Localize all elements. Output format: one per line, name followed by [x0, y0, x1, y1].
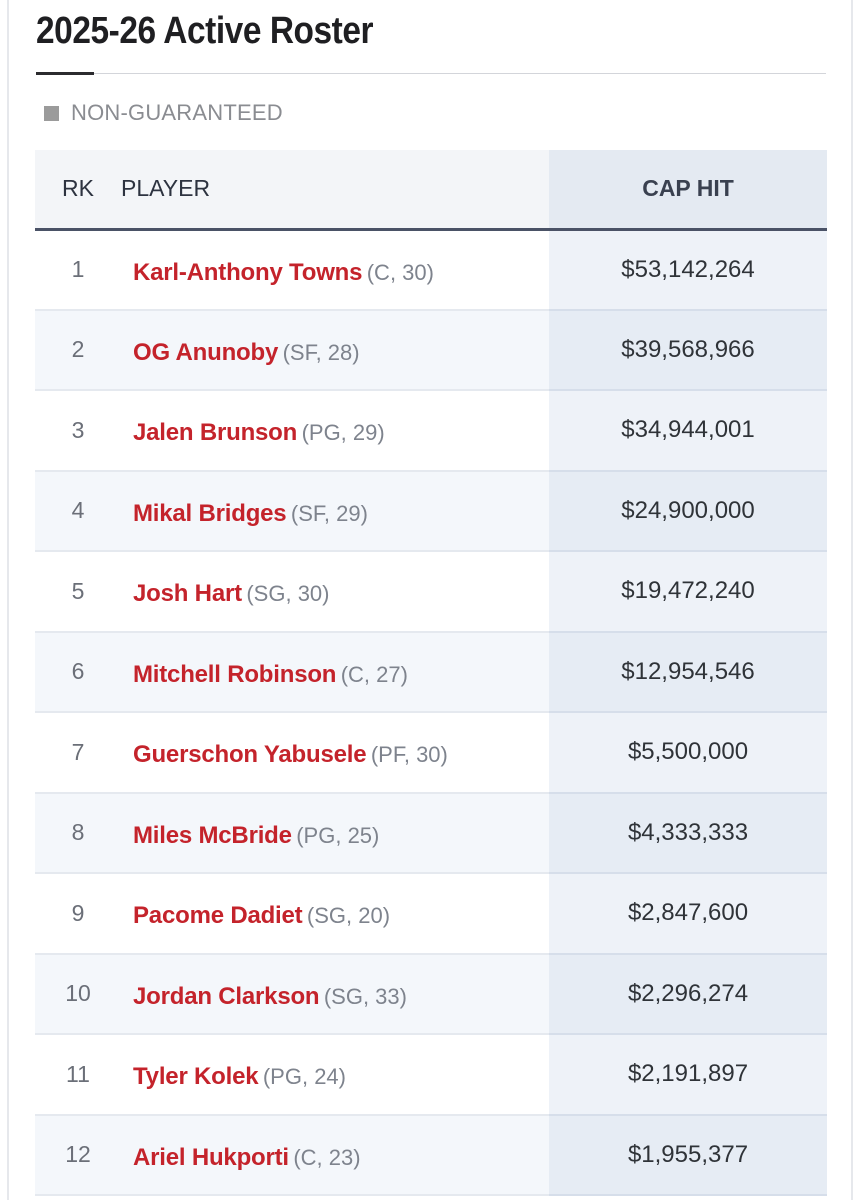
- rank-cell: 8: [35, 792, 121, 874]
- player-cell: Mikal Bridges (SF, 29): [121, 470, 549, 552]
- roster-table: RK PLAYER CAP HIT 1 Karl-Anthony Towns (C…: [35, 150, 827, 1196]
- cap-hit-cell: $12,954,546: [549, 631, 827, 713]
- player-position-age: (C, 30): [366, 259, 434, 285]
- title-accent-bar: [36, 72, 94, 75]
- table-row: 2 OG Anunoby (SF, 28) $39,568,966: [35, 309, 827, 391]
- cap-hit-cell: $34,944,001: [549, 390, 827, 472]
- table-row: 12 Ariel Hukporti (C, 23) $1,955,377: [35, 1114, 827, 1196]
- player-position-age: (SF, 29): [290, 500, 368, 526]
- rank-cell: 2: [35, 309, 121, 391]
- player-cell: Ariel Hukporti (C, 23): [121, 1114, 549, 1196]
- player-position-age: (SF, 28): [282, 339, 360, 365]
- player-cell: Miles McBride (PG, 25): [121, 792, 549, 874]
- player-cell: OG Anunoby (SF, 28): [121, 309, 549, 391]
- player-cell: Jalen Brunson (PG, 29): [121, 390, 549, 472]
- rank-cell: 5: [35, 551, 121, 633]
- cap-hit-cell: $5,500,000: [549, 712, 827, 794]
- cap-hit-cell: $2,847,600: [549, 873, 827, 955]
- player-position-age: (SG, 33): [323, 983, 407, 1009]
- table-row: 11 Tyler Kolek (PG, 24) $2,191,897: [35, 1034, 827, 1116]
- non-guaranteed-swatch-icon: [44, 105, 59, 121]
- legend-label: NON-GUARANTEED: [71, 100, 283, 125]
- rank-cell: 3: [35, 390, 121, 472]
- player-cell: Pacome Dadiet (SG, 20): [121, 873, 549, 955]
- cap-hit-cell: $2,191,897: [549, 1034, 827, 1116]
- rank-cell: 12: [35, 1114, 121, 1196]
- rank-cell: 10: [35, 953, 121, 1035]
- cap-hit-column-header[interactable]: CAP HIT: [549, 150, 827, 231]
- table-row: 4 Mikal Bridges (SF, 29) $24,900,000: [35, 470, 827, 552]
- table-row: 8 Miles McBride (PG, 25) $4,333,333: [35, 792, 827, 874]
- player-cell: Karl-Anthony Towns (C, 30): [121, 229, 549, 311]
- player-position-age: (C, 27): [340, 661, 408, 687]
- title-divider: [36, 73, 826, 74]
- player-name-link[interactable]: Jordan Clarkson: [133, 982, 320, 1010]
- table-row: 3 Jalen Brunson (PG, 29) $34,944,001: [35, 390, 827, 472]
- player-position-age: (C, 23): [293, 1144, 361, 1170]
- rank-cell: 1: [35, 229, 121, 311]
- table-row: 6 Mitchell Robinson (C, 27) $12,954,546: [35, 631, 827, 713]
- cap-hit-cell: $4,333,333: [549, 792, 827, 874]
- table-row: 7 Guerschon Yabusele (PF, 30) $5,500,000: [35, 712, 827, 794]
- rank-column-header[interactable]: RK: [35, 150, 121, 231]
- legend: NON-GUARANTEED: [44, 100, 283, 126]
- left-border: [7, 0, 9, 1200]
- player-cell: Josh Hart (SG, 30): [121, 551, 549, 633]
- player-column-header[interactable]: PLAYER: [121, 150, 549, 231]
- player-position-age: (SG, 30): [246, 581, 330, 607]
- player-cell: Jordan Clarkson (SG, 33): [121, 953, 549, 1035]
- player-name-link[interactable]: Mikal Bridges: [133, 499, 287, 527]
- player-cell: Mitchell Robinson (C, 27): [121, 631, 549, 713]
- cap-hit-cell: $1,955,377: [549, 1114, 827, 1196]
- rank-cell: 9: [35, 873, 121, 955]
- player-name-link[interactable]: Ariel Hukporti: [133, 1143, 289, 1171]
- table-row: 5 Josh Hart (SG, 30) $19,472,240: [35, 551, 827, 633]
- roster-table-body: 1 Karl-Anthony Towns (C, 30) $53,142,264 2 O…: [35, 229, 827, 1196]
- cap-hit-cell: $19,472,240: [549, 551, 827, 633]
- player-cell: Tyler Kolek (PG, 24): [121, 1034, 549, 1116]
- rank-cell: 4: [35, 470, 121, 552]
- cap-hit-cell: $53,142,264: [549, 229, 827, 311]
- rank-cell: 6: [35, 631, 121, 713]
- player-name-link[interactable]: Jalen Brunson: [133, 419, 298, 447]
- player-position-age: (PG, 25): [296, 822, 380, 848]
- player-position-age: (SG, 20): [306, 903, 391, 929]
- page-title: 2025-26 Active Roster: [36, 10, 374, 52]
- rank-cell: 7: [35, 712, 121, 794]
- player-name-link[interactable]: Pacome Dadiet: [133, 902, 303, 930]
- table-header-row: RK PLAYER CAP HIT: [35, 150, 827, 231]
- player-cell: Guerschon Yabusele (PF, 30): [121, 712, 549, 794]
- player-name-link[interactable]: Karl-Anthony Towns: [133, 258, 363, 286]
- player-name-link[interactable]: Mitchell Robinson: [133, 660, 337, 688]
- cap-hit-cell: $24,900,000: [549, 470, 827, 552]
- player-name-link[interactable]: Tyler Kolek: [133, 1063, 259, 1091]
- rank-cell: 11: [35, 1034, 121, 1116]
- player-name-link[interactable]: Guerschon Yabusele: [133, 741, 367, 769]
- cap-hit-cell: $2,296,274: [549, 953, 827, 1035]
- right-border: [851, 0, 853, 1200]
- player-name-link[interactable]: OG Anunoby: [133, 338, 279, 366]
- table-row: 1 Karl-Anthony Towns (C, 30) $53,142,264: [35, 229, 827, 311]
- table-row: 10 Jordan Clarkson (SG, 33) $2,296,274: [35, 953, 827, 1035]
- player-position-age: (PG, 29): [301, 420, 385, 446]
- player-position-age: (PF, 30): [370, 742, 448, 768]
- player-name-link[interactable]: Josh Hart: [133, 580, 242, 608]
- player-position-age: (PG, 24): [262, 1064, 346, 1090]
- table-row: 9 Pacome Dadiet (SG, 20) $2,847,600: [35, 873, 827, 955]
- player-name-link[interactable]: Miles McBride: [133, 821, 292, 849]
- cap-hit-cell: $39,568,966: [549, 309, 827, 391]
